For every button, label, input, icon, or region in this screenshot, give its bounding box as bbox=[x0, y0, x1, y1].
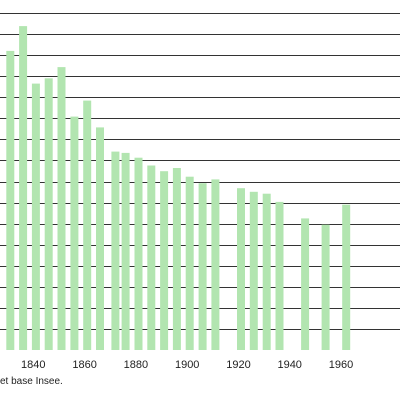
bar-1896 bbox=[172, 168, 181, 350]
bar-1921 bbox=[237, 188, 245, 350]
bar-1931 bbox=[262, 193, 271, 350]
x-axis-tick-labels: 1840 1860 1880 1900 1920 1940 1960 bbox=[21, 359, 353, 371]
bar-1901 bbox=[185, 176, 194, 350]
bar-1954 bbox=[321, 224, 330, 350]
source-note: et base Insee. bbox=[0, 376, 63, 387]
bar-1926 bbox=[249, 191, 258, 350]
bar-1861 bbox=[83, 100, 92, 350]
x-tick-label-1920: 1920 bbox=[226, 359, 250, 371]
bar-1836 bbox=[19, 26, 28, 350]
bar-1886 bbox=[147, 165, 156, 350]
bars bbox=[6, 26, 351, 351]
bar-1946 bbox=[301, 218, 310, 350]
bar-1831 bbox=[6, 50, 15, 351]
bar-1856 bbox=[70, 116, 79, 350]
bar-1866 bbox=[96, 127, 104, 351]
bar-1881 bbox=[134, 157, 143, 350]
bar-1906 bbox=[198, 183, 207, 350]
x-tick-label-1880: 1880 bbox=[124, 359, 148, 371]
x-tick-label-1840: 1840 bbox=[21, 359, 45, 371]
x-tick-label-1860: 1860 bbox=[72, 359, 96, 371]
x-tick-label-1900: 1900 bbox=[175, 359, 199, 371]
x-tick-label-1940: 1940 bbox=[277, 359, 301, 371]
bar-1841 bbox=[31, 83, 40, 350]
bar-1911 bbox=[211, 179, 220, 350]
bar-1846 bbox=[44, 78, 53, 351]
bar-1872 bbox=[111, 151, 120, 350]
bar-1962 bbox=[342, 204, 351, 350]
bar-1891 bbox=[160, 171, 169, 350]
bar-1851 bbox=[57, 67, 66, 350]
bar-1876 bbox=[121, 152, 130, 350]
x-tick-label-1960: 1960 bbox=[329, 359, 353, 371]
bar-1936 bbox=[275, 201, 284, 350]
